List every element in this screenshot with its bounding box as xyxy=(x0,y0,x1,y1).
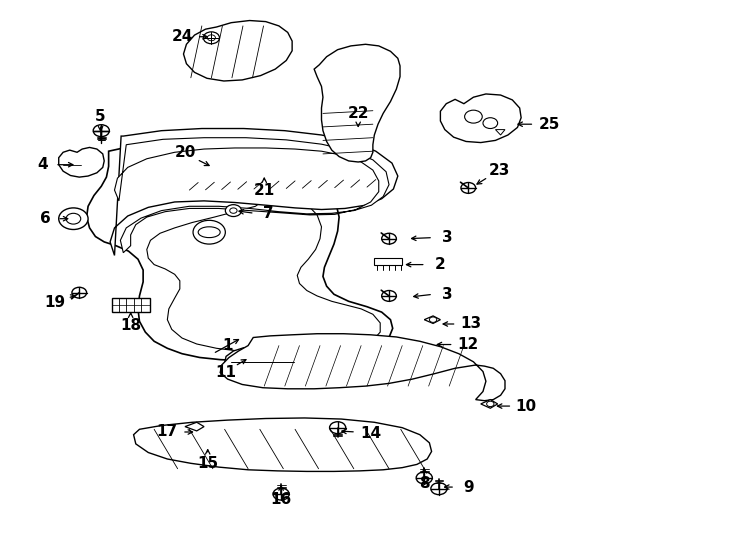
Circle shape xyxy=(382,291,396,301)
Text: 7: 7 xyxy=(263,206,273,221)
Circle shape xyxy=(330,422,346,434)
Text: 9: 9 xyxy=(463,480,473,495)
Circle shape xyxy=(225,205,241,217)
Text: 6: 6 xyxy=(40,211,51,226)
Polygon shape xyxy=(481,400,498,408)
Text: 20: 20 xyxy=(174,145,196,160)
Text: 12: 12 xyxy=(458,337,479,352)
Polygon shape xyxy=(225,343,299,381)
Text: 1: 1 xyxy=(222,338,233,353)
Text: 11: 11 xyxy=(216,365,236,380)
Circle shape xyxy=(230,208,237,213)
Text: 10: 10 xyxy=(515,399,536,414)
Circle shape xyxy=(59,208,88,230)
Text: 3: 3 xyxy=(443,287,453,302)
Text: 15: 15 xyxy=(197,456,218,471)
Polygon shape xyxy=(374,258,402,265)
Circle shape xyxy=(431,483,447,495)
Text: 13: 13 xyxy=(461,316,482,332)
Polygon shape xyxy=(59,147,104,177)
Polygon shape xyxy=(87,146,393,361)
Text: 22: 22 xyxy=(347,106,369,121)
Circle shape xyxy=(66,213,81,224)
Circle shape xyxy=(465,110,482,123)
Circle shape xyxy=(416,472,432,484)
Polygon shape xyxy=(184,21,292,81)
Text: 16: 16 xyxy=(271,492,291,507)
Circle shape xyxy=(461,183,476,193)
Text: 18: 18 xyxy=(120,318,141,333)
Circle shape xyxy=(203,32,219,44)
Polygon shape xyxy=(112,298,150,312)
Text: 5: 5 xyxy=(95,109,106,124)
Polygon shape xyxy=(424,316,440,323)
Circle shape xyxy=(382,233,396,244)
Polygon shape xyxy=(115,138,389,253)
Text: 3: 3 xyxy=(443,230,453,245)
Polygon shape xyxy=(220,334,505,401)
Text: 4: 4 xyxy=(37,157,48,172)
Text: 24: 24 xyxy=(171,29,193,44)
Circle shape xyxy=(72,287,87,298)
Text: 2: 2 xyxy=(435,257,446,272)
Text: 14: 14 xyxy=(360,426,381,441)
Circle shape xyxy=(273,488,289,500)
Text: 21: 21 xyxy=(254,183,275,198)
Polygon shape xyxy=(495,130,505,135)
Polygon shape xyxy=(110,129,398,255)
Circle shape xyxy=(94,125,109,136)
Text: 8: 8 xyxy=(419,476,429,491)
Text: 25: 25 xyxy=(538,117,560,132)
Text: 23: 23 xyxy=(488,163,510,178)
Circle shape xyxy=(93,125,109,137)
Polygon shape xyxy=(314,44,400,162)
Polygon shape xyxy=(440,94,521,143)
Polygon shape xyxy=(185,422,204,431)
Circle shape xyxy=(483,118,498,129)
Polygon shape xyxy=(134,418,432,471)
Text: 19: 19 xyxy=(45,295,65,310)
Circle shape xyxy=(193,220,225,244)
Text: 17: 17 xyxy=(157,424,178,440)
Circle shape xyxy=(207,35,216,40)
Circle shape xyxy=(429,317,437,322)
Circle shape xyxy=(487,401,494,407)
Polygon shape xyxy=(147,190,380,353)
